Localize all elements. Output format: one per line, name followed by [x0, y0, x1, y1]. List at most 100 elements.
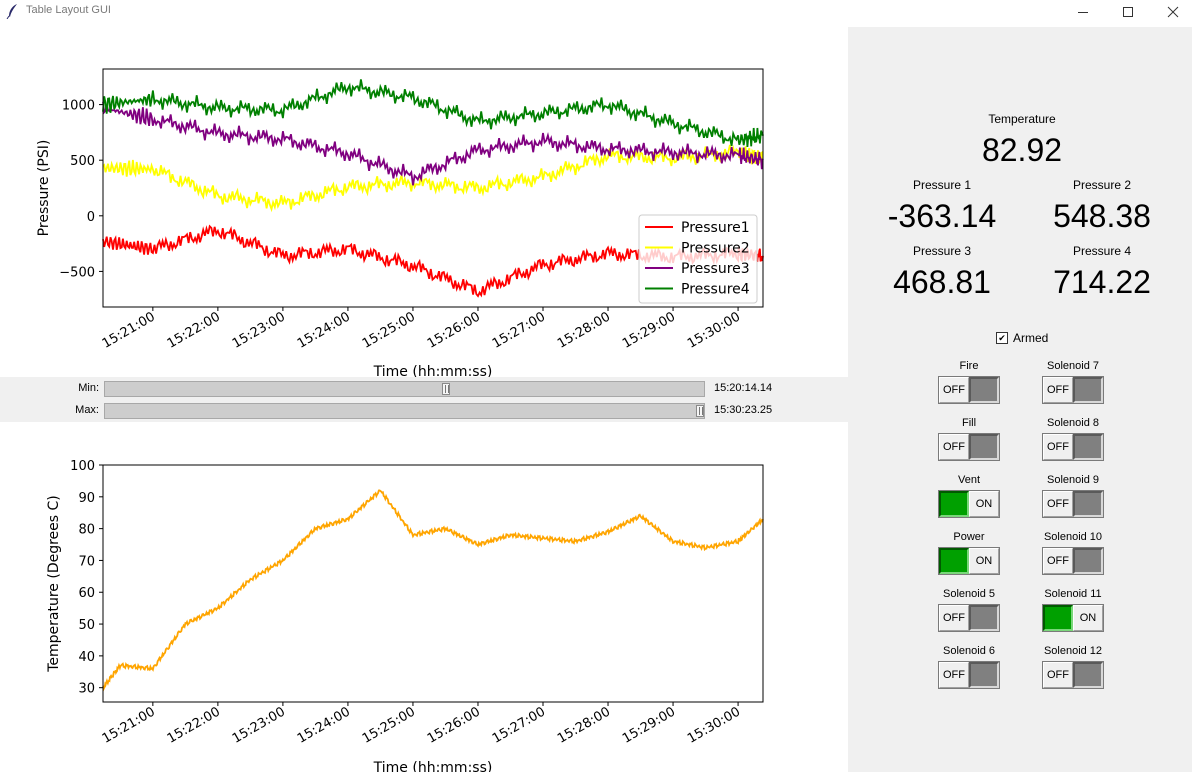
- maximize-button[interactable]: [1105, 0, 1151, 24]
- x-axis-label: Time (hh:mm:ss): [373, 760, 493, 772]
- switch-state-label: OFF: [1043, 377, 1073, 403]
- pressure3-label: Pressure 3: [912, 244, 972, 258]
- y-tick-label: 1000: [62, 99, 95, 114]
- pressure4-label: Pressure 4: [1072, 244, 1132, 258]
- switch-label: Solenoid 9: [1047, 474, 1099, 486]
- temperature-chart: 100 90 80 70 60 50 40 30 15:21:00 15:22:00 15:23:0…: [46, 459, 764, 772]
- switch-fire[interactable]: OFF: [938, 376, 1000, 404]
- legend-entry: Pressure2: [681, 241, 750, 257]
- minimize-icon: [1078, 12, 1088, 13]
- y-tick-label: 100: [70, 459, 95, 474]
- min-slider[interactable]: [104, 381, 705, 397]
- window-title: Table Layout GUI: [26, 4, 111, 16]
- x-tick-label: 15:24:00: [295, 704, 353, 746]
- minimize-button[interactable]: [1060, 0, 1106, 24]
- pressure1-label: Pressure 1: [912, 178, 972, 192]
- series-line-pressure3: [102, 101, 764, 186]
- title-bar: Table Layout GUI: [0, 0, 1192, 24]
- y-tick-label: 30: [78, 682, 95, 697]
- x-tick-label: 15:24:00: [295, 309, 353, 351]
- x-tick-label: 15:27:00: [490, 704, 548, 746]
- switch-indicator: [969, 605, 999, 631]
- switch-state-label: OFF: [939, 434, 969, 460]
- legend-entry: Pressure3: [681, 261, 750, 277]
- max-slider[interactable]: [104, 403, 705, 419]
- min-slider-row: Min: 15:20:14.14: [0, 379, 848, 399]
- series-line-pressure4: [102, 79, 764, 147]
- switch-indicator: [969, 434, 999, 460]
- series-line-pressure2: [102, 144, 764, 213]
- y-tick-label: 500: [70, 154, 95, 169]
- max-slider-thumb[interactable]: [696, 405, 704, 417]
- legend-entry: Pressure1: [681, 220, 750, 236]
- x-tick-label: 15:30:00: [685, 704, 743, 746]
- x-tick-label: 15:22:00: [165, 704, 223, 746]
- switch-indicator: [939, 548, 969, 574]
- y-tick-label: 80: [78, 523, 95, 538]
- switch-solenoid-6[interactable]: OFF: [938, 661, 1000, 689]
- switch-state-label: OFF: [939, 605, 969, 631]
- switch-fill[interactable]: OFF: [938, 433, 1000, 461]
- pressure2-label: Pressure 2: [1072, 178, 1132, 192]
- x-axis-label: Time (hh:mm:ss): [373, 364, 493, 377]
- switch-solenoid-8[interactable]: OFF: [1042, 433, 1104, 461]
- switch-solenoid-9[interactable]: OFF: [1042, 490, 1104, 518]
- switch-state-label: OFF: [1043, 662, 1073, 688]
- temperature-label: Temperature: [988, 112, 1056, 126]
- y-tick-label: −500: [59, 265, 95, 280]
- switch-power[interactable]: ON: [938, 547, 1000, 575]
- plot-frame: [102, 464, 764, 703]
- max-slider-value: 15:30:23.25: [714, 404, 773, 416]
- series-line-temperature: [102, 489, 764, 692]
- x-tick-label: 15:26:00: [425, 704, 483, 746]
- switch-label: Fire: [959, 360, 979, 372]
- x-tick-label: 15:27:00: [490, 309, 548, 351]
- x-tick-label: 15:23:00: [230, 704, 288, 746]
- switch-label: Power: [953, 531, 985, 543]
- armed-checkbox[interactable]: ✔: [996, 332, 1008, 344]
- x-tick-label: 15:30:00: [685, 309, 743, 351]
- y-tick-label: 60: [78, 586, 95, 601]
- switch-state-label: OFF: [1043, 434, 1073, 460]
- x-tick-label: 15:21:00: [100, 309, 158, 351]
- switch-solenoid-10[interactable]: OFF: [1042, 547, 1104, 575]
- temperature-value: 82.92: [981, 132, 1063, 168]
- switch-indicator: [939, 491, 969, 517]
- min-slider-thumb[interactable]: [441, 383, 450, 395]
- x-tick-label: 15:21:00: [100, 704, 158, 746]
- min-slider-value: 15:20:14.14: [714, 382, 773, 394]
- switch-indicator: [1073, 434, 1103, 460]
- switch-label: Vent: [957, 474, 981, 486]
- x-tick-label: 15:29:00: [620, 309, 678, 351]
- switch-solenoid-12[interactable]: OFF: [1042, 661, 1104, 689]
- pressure3-value: 468.81: [893, 264, 991, 300]
- switch-label: Solenoid 11: [1044, 588, 1102, 600]
- switch-state-label: ON: [1073, 605, 1103, 631]
- x-tick-label: 15:23:00: [230, 309, 288, 351]
- maximize-icon: [1123, 7, 1133, 17]
- switch-indicator: [1073, 548, 1103, 574]
- y-axis-label: Temperature (Degrees C): [46, 495, 62, 673]
- x-tick-label: 15:25:00: [360, 309, 418, 351]
- switch-indicator: [1073, 491, 1103, 517]
- switch-state-label: ON: [969, 548, 999, 574]
- plot-frame: [102, 68, 764, 308]
- switch-state-label: OFF: [1043, 491, 1073, 517]
- armed-checkbox-row[interactable]: ✔ Armed: [996, 331, 1048, 345]
- pressure4-value: 714.22: [1053, 264, 1151, 300]
- control-panel: Temperature 82.92 Pressure 1 -363.14 Pre…: [848, 27, 1192, 772]
- switch-solenoid-7[interactable]: OFF: [1042, 376, 1104, 404]
- y-tick-label: 70: [78, 554, 95, 569]
- switch-vent[interactable]: ON: [938, 490, 1000, 518]
- legend-entry: Pressure4: [681, 282, 750, 298]
- switch-solenoid-5[interactable]: OFF: [938, 604, 1000, 632]
- switch-solenoid-11[interactable]: ON: [1042, 604, 1104, 632]
- switch-label: Fill: [961, 417, 977, 429]
- switch-state-label: OFF: [939, 662, 969, 688]
- switch-label: Solenoid 7: [1047, 360, 1099, 372]
- close-button[interactable]: [1150, 0, 1192, 24]
- min-slider-label: Min:: [78, 382, 99, 394]
- x-tick-label: 15:28:00: [555, 309, 613, 351]
- range-slider-panel: Min: 15:20:14.14 Max: 15:30:23.25: [0, 377, 848, 422]
